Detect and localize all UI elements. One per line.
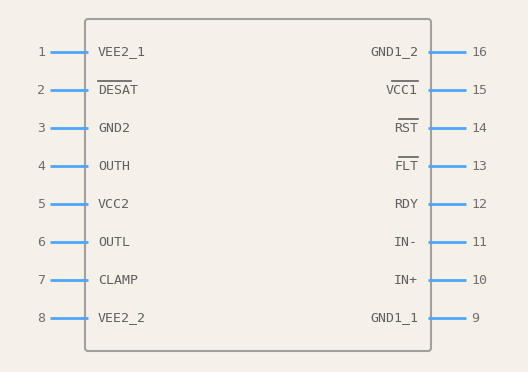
Text: VEE2_1: VEE2_1 (98, 45, 146, 58)
Text: 8: 8 (37, 311, 45, 324)
Text: GND2: GND2 (98, 122, 130, 135)
Text: 1: 1 (37, 45, 45, 58)
Text: 6: 6 (37, 235, 45, 248)
Text: FLT: FLT (394, 160, 418, 173)
Text: 15: 15 (471, 83, 487, 96)
Text: 10: 10 (471, 273, 487, 286)
Text: 13: 13 (471, 160, 487, 173)
Text: VCC2: VCC2 (98, 198, 130, 211)
Text: VCC1: VCC1 (386, 83, 418, 96)
Text: VEE2_2: VEE2_2 (98, 311, 146, 324)
Text: 5: 5 (37, 198, 45, 211)
Text: 11: 11 (471, 235, 487, 248)
Text: OUTL: OUTL (98, 235, 130, 248)
Text: 9: 9 (471, 311, 479, 324)
Text: IN-: IN- (394, 235, 418, 248)
Text: GND1_1: GND1_1 (370, 311, 418, 324)
Text: OUTH: OUTH (98, 160, 130, 173)
Text: 16: 16 (471, 45, 487, 58)
FancyBboxPatch shape (85, 19, 431, 351)
Text: IN+: IN+ (394, 273, 418, 286)
Text: DESAT: DESAT (98, 83, 138, 96)
Text: GND1_2: GND1_2 (370, 45, 418, 58)
Text: 7: 7 (37, 273, 45, 286)
Text: 3: 3 (37, 122, 45, 135)
Text: RDY: RDY (394, 198, 418, 211)
Text: 4: 4 (37, 160, 45, 173)
Text: RST: RST (394, 122, 418, 135)
Text: 14: 14 (471, 122, 487, 135)
Text: 2: 2 (37, 83, 45, 96)
Text: 12: 12 (471, 198, 487, 211)
Text: CLAMP: CLAMP (98, 273, 138, 286)
